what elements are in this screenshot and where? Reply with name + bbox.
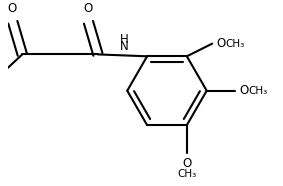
- Text: H: H: [120, 33, 129, 46]
- Text: CH₃: CH₃: [177, 169, 196, 179]
- Text: O: O: [216, 37, 225, 50]
- Text: CH₃: CH₃: [248, 86, 268, 96]
- Text: O: O: [182, 157, 192, 170]
- Text: CH₃: CH₃: [226, 39, 245, 49]
- Text: O: O: [7, 2, 16, 15]
- Text: O: O: [239, 84, 248, 97]
- Text: N: N: [120, 41, 129, 53]
- Text: O: O: [83, 2, 92, 15]
